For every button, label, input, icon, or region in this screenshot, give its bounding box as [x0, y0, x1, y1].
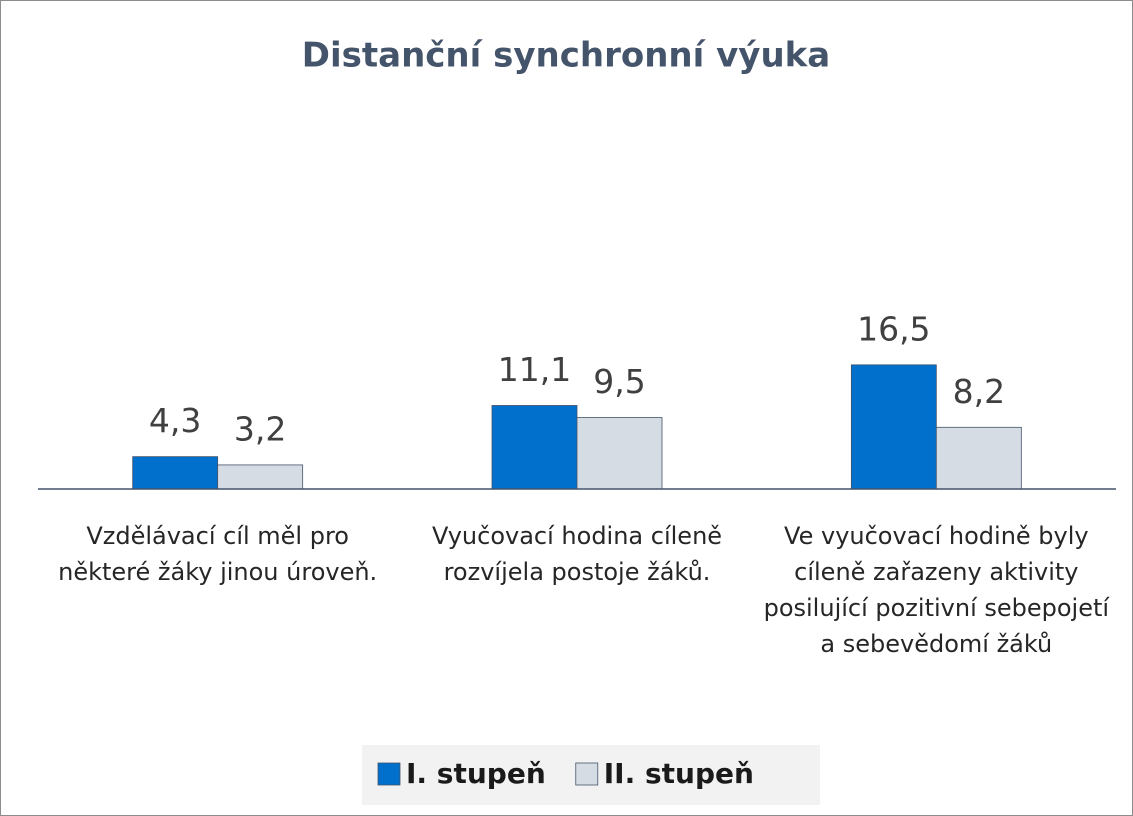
bar	[217, 464, 304, 490]
legend-label: II. stupeň	[604, 757, 754, 790]
bar	[935, 426, 1022, 490]
bar	[491, 405, 578, 490]
data-label: 11,1	[498, 350, 571, 389]
legend-swatch	[575, 762, 599, 786]
x-tick-label: Vyučovací hodina cíleně rozvíjela postoj…	[431, 522, 723, 586]
data-label: 8,2	[953, 372, 1005, 411]
bar	[850, 364, 937, 490]
data-label: 4,3	[149, 401, 201, 440]
legend-swatch	[377, 762, 401, 786]
data-label: 3,2	[234, 409, 286, 448]
chart-title: Distanční synchronní výuka	[302, 36, 830, 76]
x-tick-label: Ve vyučovací hodině byly cíleně zařazeny…	[763, 522, 1110, 658]
x-tick-label: Vzdělávací cíl měl pro některé žáky jino…	[58, 522, 378, 586]
data-label: 9,5	[593, 362, 645, 401]
legend-label: I. stupeň	[406, 757, 546, 790]
data-label: 16,5	[857, 309, 930, 348]
bar	[132, 456, 219, 490]
bar	[576, 417, 663, 490]
